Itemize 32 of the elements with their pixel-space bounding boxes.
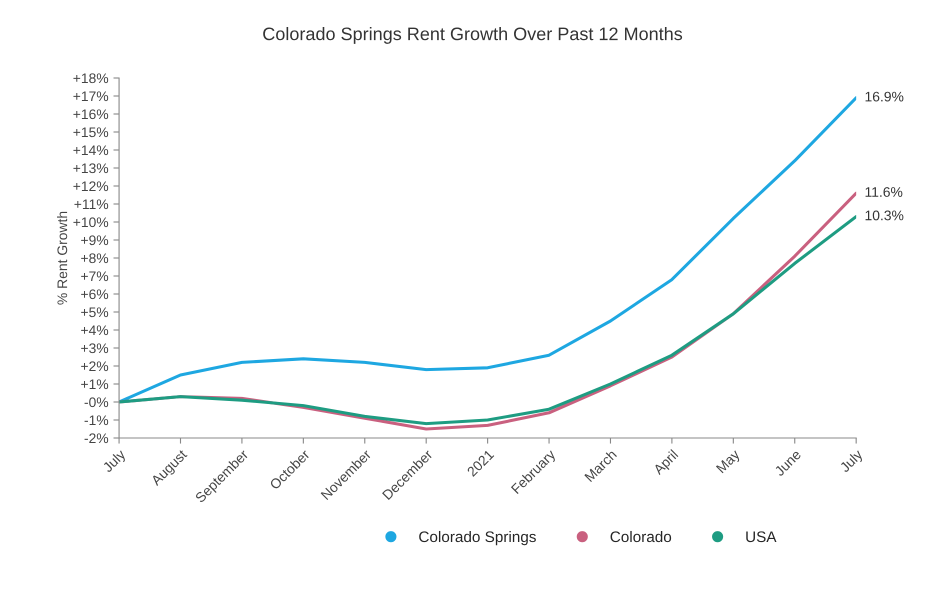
y-tick-label: +4% bbox=[81, 325, 108, 336]
x-tick-label: May bbox=[716, 448, 742, 476]
y-tick-label: +1% bbox=[81, 379, 108, 390]
y-tick-label: +9% bbox=[81, 235, 108, 246]
x-tick-label: July bbox=[838, 448, 866, 475]
legend-label: USA bbox=[746, 531, 776, 542]
y-tick-label: +2% bbox=[81, 361, 108, 372]
legend-label: Colorado bbox=[610, 530, 672, 542]
y-tick-label: +14% bbox=[73, 145, 108, 156]
data-label: 16.9% bbox=[866, 92, 904, 102]
legend-label: Colorado Springs bbox=[419, 530, 536, 546]
y-tick-label: +5% bbox=[81, 307, 108, 318]
y-tick-label: +12% bbox=[73, 181, 108, 192]
y-axis-title: % Rent Growth bbox=[57, 212, 68, 305]
y-tick-label: +13% bbox=[73, 163, 108, 174]
y-tick-label: +11% bbox=[74, 199, 108, 210]
y-tick-label: +16% bbox=[73, 109, 108, 120]
y-tick-label: +6% bbox=[81, 289, 108, 300]
y-tick-label: +10% bbox=[73, 217, 108, 228]
y-tick-label: +8% bbox=[81, 253, 108, 264]
y-tick-label: +3% bbox=[81, 343, 108, 354]
data-label: 11.6% bbox=[866, 187, 902, 197]
y-tick-label: -2% bbox=[84, 433, 108, 444]
chart-title: Colorado Springs Rent Growth Over Past 12 Months bbox=[263, 27, 682, 44]
data-label: 10.3% bbox=[866, 210, 904, 220]
y-tick-label: +17% bbox=[73, 91, 108, 102]
y-tick-label: +7% bbox=[81, 271, 108, 282]
y-tick-label: +15% bbox=[73, 127, 108, 138]
y-tick-label: -1% bbox=[84, 415, 108, 426]
y-tick-label: -0% bbox=[84, 397, 108, 408]
y-tick-label: +18% bbox=[73, 73, 108, 84]
x-tick-label: July bbox=[102, 448, 128, 475]
